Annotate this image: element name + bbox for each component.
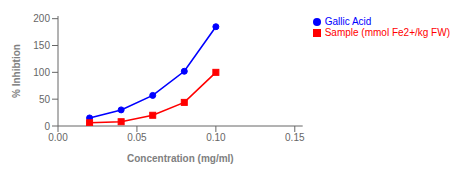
svg-text:Concentration (mg/ml): Concentration (mg/ml) <box>127 153 234 164</box>
svg-text:200: 200 <box>33 13 50 24</box>
svg-text:50: 50 <box>39 94 51 105</box>
svg-text:150: 150 <box>33 40 50 51</box>
svg-text:0.10: 0.10 <box>206 132 226 143</box>
svg-text:100: 100 <box>33 67 50 78</box>
svg-text:0.05: 0.05 <box>127 132 147 143</box>
svg-text:0: 0 <box>44 121 50 132</box>
html-text:Sample (mmol Fe2+/kg FW): Sample (mmol Fe2+/kg FW) <box>324 27 450 38</box>
svg-text:0.15: 0.15 <box>285 132 305 143</box>
html-text:Gallic Acid: Gallic Acid <box>324 16 372 27</box>
svg-text:% Inhibtion: % Inhibtion <box>11 44 22 98</box>
svg-text:0.00: 0.00 <box>48 132 68 143</box>
